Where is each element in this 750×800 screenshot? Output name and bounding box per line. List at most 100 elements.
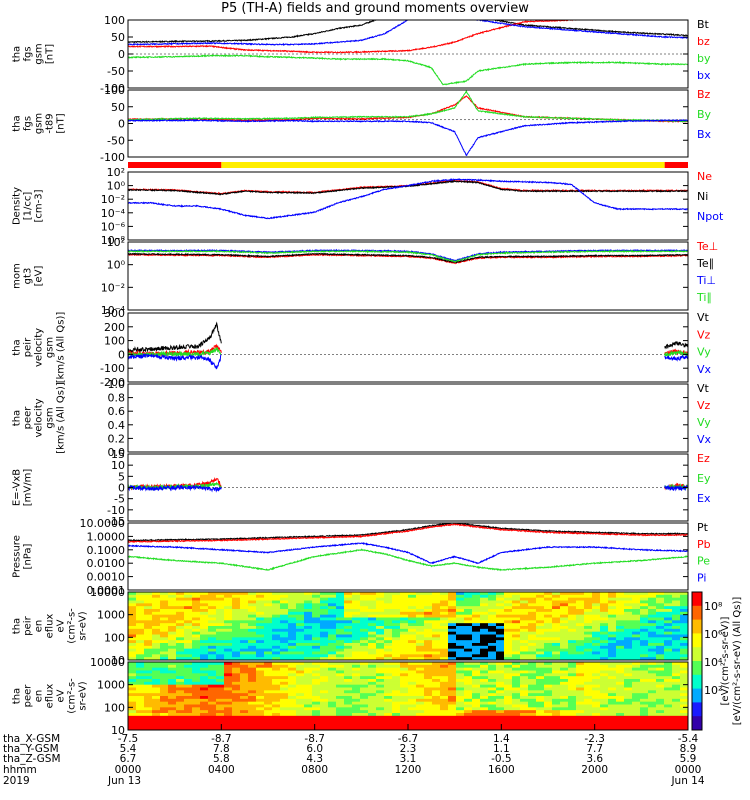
y-tick-label: 1.0000 bbox=[87, 530, 126, 543]
legend-npot: Npot bbox=[697, 210, 724, 223]
colorbar-title: [eV/(cm²-s-sr-eV)] bbox=[720, 616, 731, 705]
legend-te: Te∥ bbox=[696, 257, 714, 270]
y-tick-label: -5 bbox=[114, 493, 125, 506]
y-axis-label: fgs bbox=[23, 116, 34, 131]
legend-ti: Ti∥ bbox=[696, 291, 712, 304]
series-group bbox=[128, 523, 688, 572]
series-line-bz bbox=[128, 95, 688, 123]
y-tick-label: 5 bbox=[118, 470, 125, 483]
y-axis-label: gsm bbox=[34, 113, 45, 134]
panel-10: 10000 1000 100 10 tha peer en eflux eV (cm²-s-sr-… bbox=[12, 656, 689, 737]
x-row-value: 0400 bbox=[208, 764, 235, 776]
y-tick-label: 1000 bbox=[97, 609, 125, 622]
y-tick-label: 10⁻⁶ bbox=[101, 220, 126, 233]
y-tick-label: -50 bbox=[107, 65, 125, 78]
chart-title: P5 (TH-A) fields and ground moments over… bbox=[221, 1, 529, 16]
x-row-value: 0000 bbox=[115, 764, 142, 776]
y-tick-label: 100 bbox=[104, 84, 125, 97]
panel-frame bbox=[127, 522, 689, 591]
panel-frame bbox=[127, 591, 689, 661]
x-row-value: -6.7 bbox=[398, 733, 419, 745]
y-tick-label: 0.8 bbox=[108, 392, 126, 405]
panel-frame bbox=[127, 89, 689, 158]
colorbar-tick-label: 10² bbox=[704, 684, 722, 697]
y-tick-label: -50 bbox=[107, 134, 125, 147]
x-axis: tha_X-GSM -7.5 -8.7 -8.7 -6.7 1.4 -2.3 -5.4 tha_… bbox=[3, 724, 705, 787]
y-tick-label: 10 bbox=[111, 724, 125, 737]
y-tick-label: 0.0001 bbox=[87, 584, 126, 597]
x-row-value: -8.7 bbox=[211, 733, 232, 745]
y-tick-label: 100 bbox=[104, 631, 125, 644]
series-group bbox=[128, 248, 688, 265]
x-row-value: Jun 14 bbox=[670, 775, 704, 787]
x-row-value: 7.7 bbox=[586, 743, 603, 755]
legend-vt: Vt bbox=[697, 382, 710, 395]
x-row-value: -5.4 bbox=[678, 733, 699, 745]
y-tick-label: 1.0 bbox=[108, 378, 126, 391]
panel-frame bbox=[127, 383, 689, 453]
y-axis-label: peer bbox=[23, 684, 34, 708]
x-row-value: 2000 bbox=[581, 764, 608, 776]
series-line-pe bbox=[128, 548, 688, 572]
series-line-ex bbox=[128, 484, 222, 493]
legend-te: Te⊥ bbox=[696, 240, 718, 253]
y-axis-label: gt3 bbox=[23, 268, 34, 285]
y-tick-label: 0.1000 bbox=[87, 544, 126, 557]
y-axis-label: [nT] bbox=[56, 113, 67, 133]
colorbar-tick-label: 10⁸ bbox=[704, 600, 723, 613]
series-group bbox=[128, 321, 688, 370]
legend-ti: Ti⊥ bbox=[696, 274, 716, 287]
y-tick-label: 0.0100 bbox=[87, 557, 126, 570]
x-row-value: -7.5 bbox=[118, 733, 139, 745]
y-tick-label: 10 bbox=[111, 654, 125, 667]
y-axis-label: tha bbox=[12, 339, 23, 355]
y-tick-label: 10⁻⁴ bbox=[101, 207, 126, 220]
y-axis-label: [nPa] bbox=[23, 543, 34, 569]
x-row-value: -8.7 bbox=[304, 733, 325, 745]
y-axis-label: [km/s (All Qs)] bbox=[56, 382, 67, 454]
x-row-label-tha-x-gsm: tha_X-GSM bbox=[3, 733, 60, 745]
legend-ni: Ni bbox=[697, 190, 708, 203]
x-row-value: 1.4 bbox=[493, 733, 510, 745]
y-axis-label: E=-VxB bbox=[12, 469, 23, 506]
series-line-ni bbox=[128, 179, 688, 196]
panel-6: 1.00.80.60.40.20.0 tha peer velocity gsm [km/… bbox=[12, 378, 712, 459]
x-row-value: 6.7 bbox=[120, 753, 137, 765]
x-row-value: 2.3 bbox=[400, 743, 417, 755]
y-tick-label: 1000 bbox=[97, 679, 125, 692]
mode-bar-segment bbox=[221, 162, 665, 168]
legend-bt: Bt bbox=[697, 18, 710, 31]
legend-by: by bbox=[697, 52, 711, 65]
x-row-label-hhmm: hhmm bbox=[3, 764, 37, 776]
legend-bx: Bx bbox=[697, 128, 712, 141]
series-line-vt bbox=[128, 321, 222, 353]
x-row-value: 1600 bbox=[488, 764, 515, 776]
y-axis-label: Density bbox=[12, 187, 23, 225]
legend-ne: Ne bbox=[697, 170, 712, 183]
x-row-value: 0800 bbox=[301, 764, 328, 776]
y-tick-label: 10⁰ bbox=[107, 259, 126, 272]
y-tick-label: 300 bbox=[104, 307, 125, 320]
panel-frame bbox=[127, 171, 689, 241]
legend-ez: Ez bbox=[697, 452, 710, 465]
y-axis-label: [cm-3] bbox=[34, 189, 45, 222]
series-line-vt bbox=[664, 340, 688, 350]
y-axis-label: tha bbox=[12, 46, 23, 62]
series-group bbox=[128, 90, 688, 157]
y-tick-label: 100 bbox=[104, 14, 125, 27]
legend-vz: Vz bbox=[697, 399, 711, 412]
panel-1: 100 50 0 -50 -100 tha fgs gsm [nT] Bt bz by bx bbox=[12, 14, 711, 95]
x-row-value: -2.3 bbox=[584, 733, 605, 745]
y-axis-label: [1/cc] bbox=[23, 192, 34, 221]
y-tick-label: 15 bbox=[111, 448, 125, 461]
y-tick-label: 10² bbox=[107, 236, 125, 249]
legend-ey: Ey bbox=[697, 472, 711, 485]
series-line-npot bbox=[128, 178, 688, 220]
legend-pt: Pt bbox=[697, 521, 709, 534]
x-row-value: 8.9 bbox=[680, 743, 697, 755]
y-tick-label: 10⁻⁸ bbox=[101, 234, 126, 247]
y-tick-label: 10² bbox=[107, 166, 125, 179]
